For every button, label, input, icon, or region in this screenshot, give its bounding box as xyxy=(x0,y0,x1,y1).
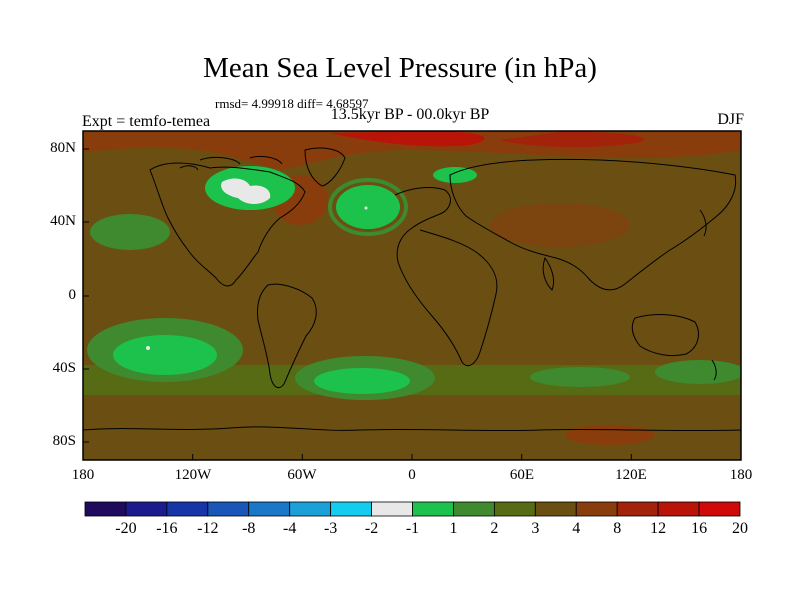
lat-tick-40s: 40S xyxy=(52,360,76,376)
lon-tick-180w: 180 xyxy=(71,467,95,483)
colorbar-label: 8 xyxy=(613,520,622,537)
colorbar-label: -4 xyxy=(283,520,297,537)
colorbar-swatch xyxy=(453,501,495,517)
colorbar-swatch xyxy=(289,501,332,517)
colorbar-label: -20 xyxy=(115,520,137,537)
stats-label: rmsd= 4.99918 diff= 4.68597 xyxy=(215,96,369,111)
map-background xyxy=(83,131,741,460)
lon-tick-0: 0 xyxy=(408,467,416,483)
laurentide-white xyxy=(221,178,271,204)
colorbar-swatch xyxy=(125,501,168,517)
lon-tick-180e: 180 xyxy=(729,467,753,483)
colorbar-label: 12 xyxy=(650,520,667,537)
lat-tick-0: 0 xyxy=(68,287,77,303)
lon-tick-60e: 60E xyxy=(509,467,535,483)
colorbar-label: -12 xyxy=(197,520,219,537)
season-label: DJF xyxy=(717,111,744,128)
page-title: Mean Sea Level Pressure (in hPa) xyxy=(203,52,597,84)
colorbar-label: -16 xyxy=(156,520,178,537)
japan-coast xyxy=(699,209,707,237)
colorbar-swatch xyxy=(371,501,413,517)
period-label: 13.5kyr BP - 00.0kyr BP xyxy=(330,106,490,123)
antarctica-coast xyxy=(83,426,741,432)
colorbar-label: -8 xyxy=(242,520,256,537)
colorbar-swatch xyxy=(493,501,536,517)
colorbar-swatch xyxy=(534,501,577,517)
south-pacific-white xyxy=(146,346,150,350)
colorbar-swatch xyxy=(248,501,291,517)
lon-tick-120e: 120E xyxy=(615,467,647,483)
south-atlantic-low xyxy=(314,368,410,394)
colorbar-swatch xyxy=(575,501,618,517)
arctic-core-2 xyxy=(500,131,644,148)
atlantic-white xyxy=(364,206,368,210)
north-atlantic-low xyxy=(336,185,400,229)
canada-islands xyxy=(179,155,283,171)
colorbar-label: -1 xyxy=(405,520,420,537)
asia-coast xyxy=(449,158,737,291)
eurasia-high xyxy=(490,203,630,247)
coastlines xyxy=(83,147,741,432)
colorbar-swatch xyxy=(698,501,741,517)
lon-tick-120w: 120W xyxy=(174,467,212,483)
scandinavia-low xyxy=(433,167,477,183)
colorbar-swatch xyxy=(657,501,700,517)
lat-tick-80s: 80S xyxy=(52,433,76,449)
north-america-coast xyxy=(149,162,306,287)
nz-coast xyxy=(711,359,717,381)
colorbar-label: 4 xyxy=(572,520,581,537)
south-america-coast xyxy=(257,283,317,389)
axis-ticks xyxy=(83,148,632,460)
arctic-core xyxy=(330,131,485,147)
colorbar-label: -3 xyxy=(323,520,338,537)
lat-tick-80n: 80N xyxy=(50,140,76,156)
greenland-coast xyxy=(304,147,346,187)
colorbar-label: 3 xyxy=(531,520,540,537)
south-pacific-low xyxy=(113,335,217,375)
experiment-label: Expt = temfo-temea xyxy=(82,113,211,130)
australia-low xyxy=(655,360,741,384)
colorbar-swatch xyxy=(84,501,127,517)
europe-africa-coast xyxy=(394,187,498,367)
lat-tick-40n: 40N xyxy=(50,213,76,229)
colorbar-swatch xyxy=(616,501,659,517)
lon-tick-60w: 60W xyxy=(287,467,317,483)
indian-ocean-low xyxy=(530,367,630,387)
north-atlantic-low-ring xyxy=(328,178,408,236)
australia-coast xyxy=(631,314,699,357)
colorbar-swatch xyxy=(207,501,250,517)
north-pacific-low xyxy=(90,214,170,250)
colorbar-label: 1 xyxy=(449,520,458,537)
colorbar-label: 2 xyxy=(490,520,499,537)
colorbar-label: 16 xyxy=(691,520,708,537)
colorbar-label: -2 xyxy=(364,520,379,537)
colorbar-swatch xyxy=(166,501,209,517)
colorbar-swatch xyxy=(330,501,372,517)
colorbar-swatch xyxy=(412,501,454,517)
india-coast xyxy=(542,256,555,291)
colorbar-label: 20 xyxy=(732,520,748,537)
